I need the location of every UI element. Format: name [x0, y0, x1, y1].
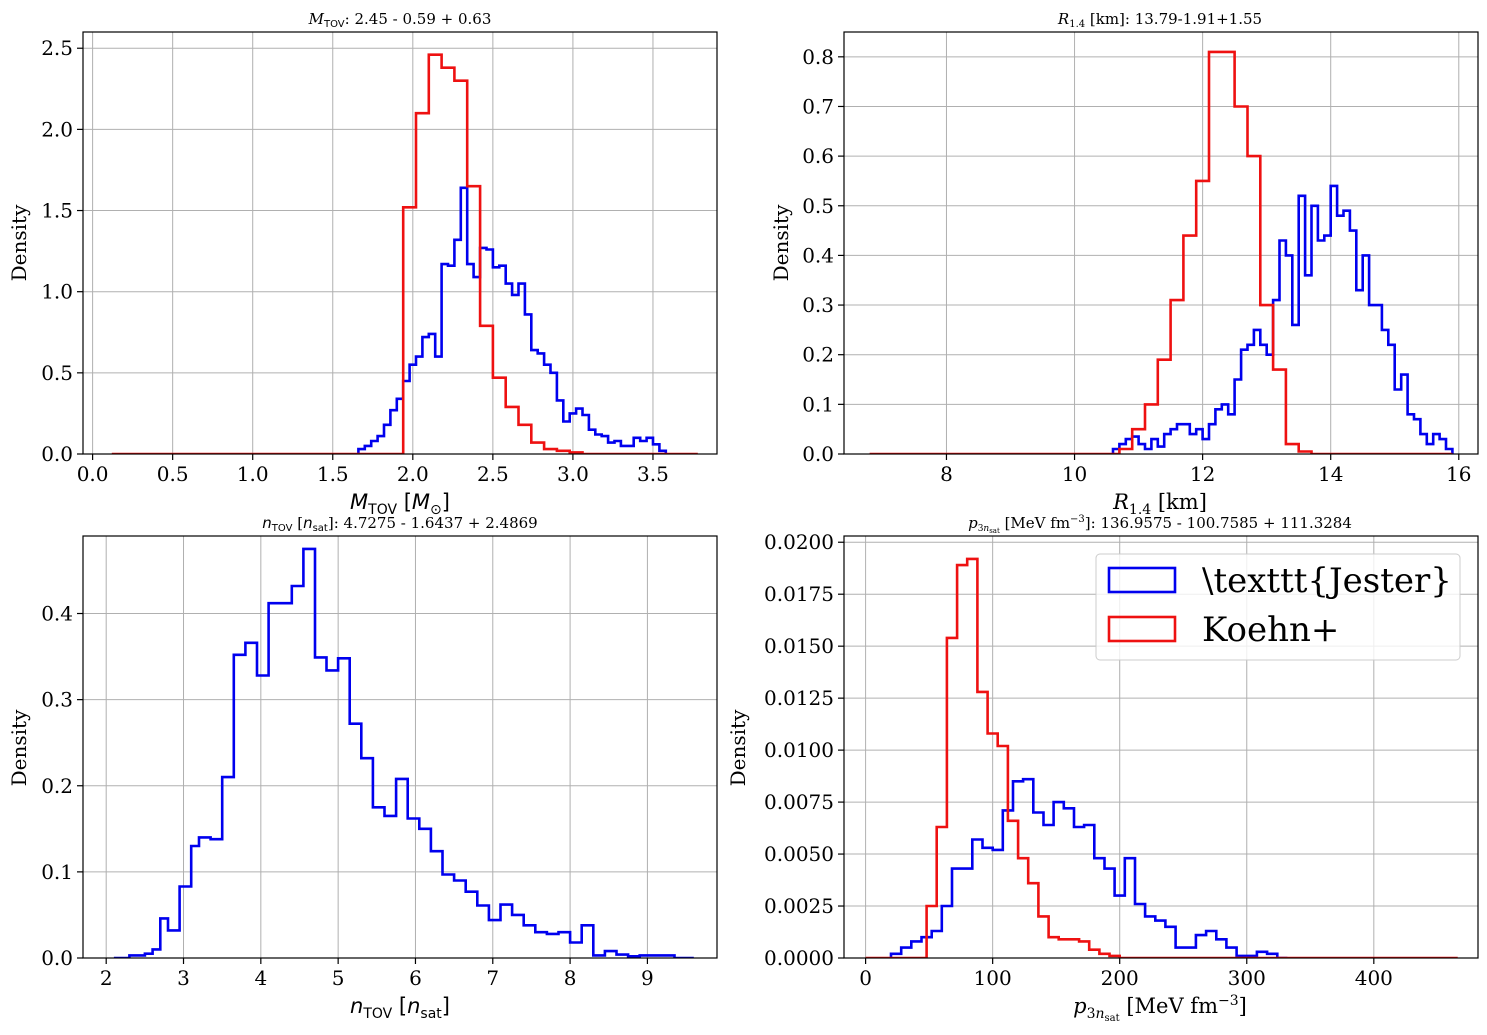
legend-label-jester: \texttt{Jester} — [1202, 561, 1452, 601]
x-tick-label-ntov: 3 — [177, 966, 190, 990]
y-tick-label-ntov: 0.0 — [41, 946, 73, 970]
x-tick-label-mtov: 2.5 — [477, 462, 509, 486]
y-tick-label-p3nsat: 0.0075 — [764, 790, 834, 814]
legend: \texttt{Jester} Koehn+ — [1095, 553, 1461, 661]
panel-title-ntov: nTOV [nsat]: 4.7275 - 1.6437 + 2.4869 — [262, 514, 537, 534]
x-tick-label-ntov: 4 — [254, 966, 267, 990]
panel-r14: R1.4 [km]: 13.79-1.91+1.55 R1.4 [km] Den… — [769, 10, 1479, 518]
y-tick-label-r14: 0.2 — [802, 343, 834, 367]
histogram-koehn-r14 — [869, 50, 1453, 454]
y-tick-label-p3nsat: 0.0125 — [764, 686, 834, 710]
x-tick-label-p3nsat: 100 — [974, 966, 1012, 990]
x-tick-label-mtov: 3.0 — [557, 462, 589, 486]
x-tick-label-r14: 16 — [1446, 462, 1471, 486]
x-tick-label-p3nsat: 300 — [1228, 966, 1266, 990]
x-tick-label-p3nsat: 0 — [859, 966, 872, 990]
x-tick-label-mtov: 1.0 — [237, 462, 269, 486]
y-tick-label-p3nsat: 0.0200 — [764, 530, 834, 554]
y-tick-label-ntov: 0.3 — [41, 688, 73, 712]
y-tick-label-p3nsat: 0.0025 — [764, 894, 834, 918]
panel-title-r14: R1.4 [km]: 13.79-1.91+1.55 — [1057, 10, 1262, 30]
x-tick-label-r14: 12 — [1190, 462, 1215, 486]
y-tick-label-mtov: 1.0 — [41, 280, 73, 304]
y-axis-label-p3nsat: Density — [726, 709, 750, 786]
y-tick-label-mtov: 1.5 — [41, 199, 73, 223]
y-axis-label-ntov: Density — [7, 709, 31, 786]
x-axis-label-mtov: MTOV [M⊙] — [350, 490, 450, 518]
y-axis-label-r14: Density — [769, 204, 793, 281]
panel-ntov: nTOV [nsat]: 4.7275 - 1.6437 + 2.4869 nT… — [7, 514, 718, 1022]
y-tick-label-p3nsat: 0.0000 — [764, 946, 834, 970]
panel-mtov: MTOV: 2.45 - 0.59 + 0.63 MTOV [M⊙] Densi… — [7, 10, 718, 518]
axes-frame-r14 — [843, 31, 1479, 455]
y-tick-label-ntov: 0.2 — [41, 774, 73, 798]
y-tick-label-p3nsat: 0.0175 — [764, 582, 834, 606]
y-tick-label-p3nsat: 0.0050 — [764, 842, 834, 866]
x-axis-label-ntov: nTOV [nsat] — [350, 994, 450, 1022]
y-tick-label-r14: 0.7 — [802, 94, 834, 118]
x-tick-label-ntov: 7 — [486, 966, 499, 990]
x-tick-label-r14: 10 — [1062, 462, 1087, 486]
legend-swatch-jester — [1107, 566, 1177, 594]
histogram-jester-p3nsat — [889, 777, 1288, 958]
y-tick-label-mtov: 2.0 — [41, 117, 73, 141]
legend-frame — [1095, 553, 1461, 661]
histogram-jester-r14 — [1111, 184, 1454, 454]
x-tick-label-mtov: 2.0 — [397, 462, 429, 486]
y-tick-label-ntov: 0.4 — [41, 602, 73, 626]
x-tick-label-ntov: 6 — [409, 966, 422, 990]
x-tick-label-mtov: 0.5 — [157, 462, 189, 486]
y-tick-label-r14: 0.8 — [802, 45, 834, 69]
y-tick-label-mtov: 0.0 — [41, 442, 73, 466]
y-tick-label-mtov: 2.5 — [41, 36, 73, 60]
y-tick-label-p3nsat: 0.0150 — [764, 634, 834, 658]
panel-title-p3nsat: p3nsat [MeV fm−3]: 136.9575 - 100.7585 +… — [968, 514, 1352, 535]
y-tick-label-r14: 0.5 — [802, 194, 834, 218]
x-tick-label-ntov: 9 — [641, 966, 654, 990]
y-tick-label-r14: 0.4 — [802, 243, 834, 267]
y-axis-label-mtov: Density — [7, 204, 31, 281]
legend-label-koehn: Koehn+ — [1202, 610, 1339, 650]
x-tick-label-mtov: 3.5 — [637, 462, 669, 486]
axes-frame-p3nsat — [843, 535, 1479, 959]
x-tick-label-mtov: 1.5 — [317, 462, 349, 486]
histogram-jester-ntov — [113, 547, 694, 958]
y-tick-label-r14: 0.6 — [802, 144, 834, 168]
histogram-koehn-mtov — [111, 53, 698, 454]
panel-p3nsat: p3nsat [MeV fm−3]: 136.9575 - 100.7585 +… — [726, 514, 1479, 1024]
y-tick-label-p3nsat: 0.0100 — [764, 738, 834, 762]
x-tick-label-ntov: 5 — [332, 966, 345, 990]
x-tick-label-r14: 14 — [1318, 462, 1343, 486]
histogram-koehn-p3nsat — [865, 557, 1458, 958]
legend-swatch-koehn — [1107, 615, 1177, 643]
y-tick-label-mtov: 0.5 — [41, 361, 73, 385]
y-tick-label-ntov: 0.1 — [41, 860, 73, 884]
y-tick-label-r14: 0.0 — [802, 442, 834, 466]
x-axis-label-r14: R1.4 [km] — [1112, 490, 1207, 518]
x-tick-label-ntov: 8 — [564, 966, 577, 990]
y-tick-label-r14: 0.1 — [802, 392, 834, 416]
histogram-jester-mtov — [357, 186, 668, 454]
x-tick-label-p3nsat: 400 — [1355, 966, 1393, 990]
axes-frame-ntov — [82, 535, 718, 959]
x-axis-label-p3nsat: p3nsat [MeV fm−3] — [1073, 993, 1247, 1024]
x-tick-label-r14: 8 — [940, 462, 953, 486]
panel-title-mtov: MTOV: 2.45 - 0.59 + 0.63 — [308, 10, 492, 30]
x-tick-label-p3nsat: 200 — [1101, 966, 1139, 990]
x-tick-label-mtov: 0.0 — [77, 462, 109, 486]
x-tick-label-ntov: 2 — [100, 966, 113, 990]
y-tick-label-r14: 0.3 — [802, 293, 834, 317]
axes-frame-mtov — [82, 31, 718, 455]
